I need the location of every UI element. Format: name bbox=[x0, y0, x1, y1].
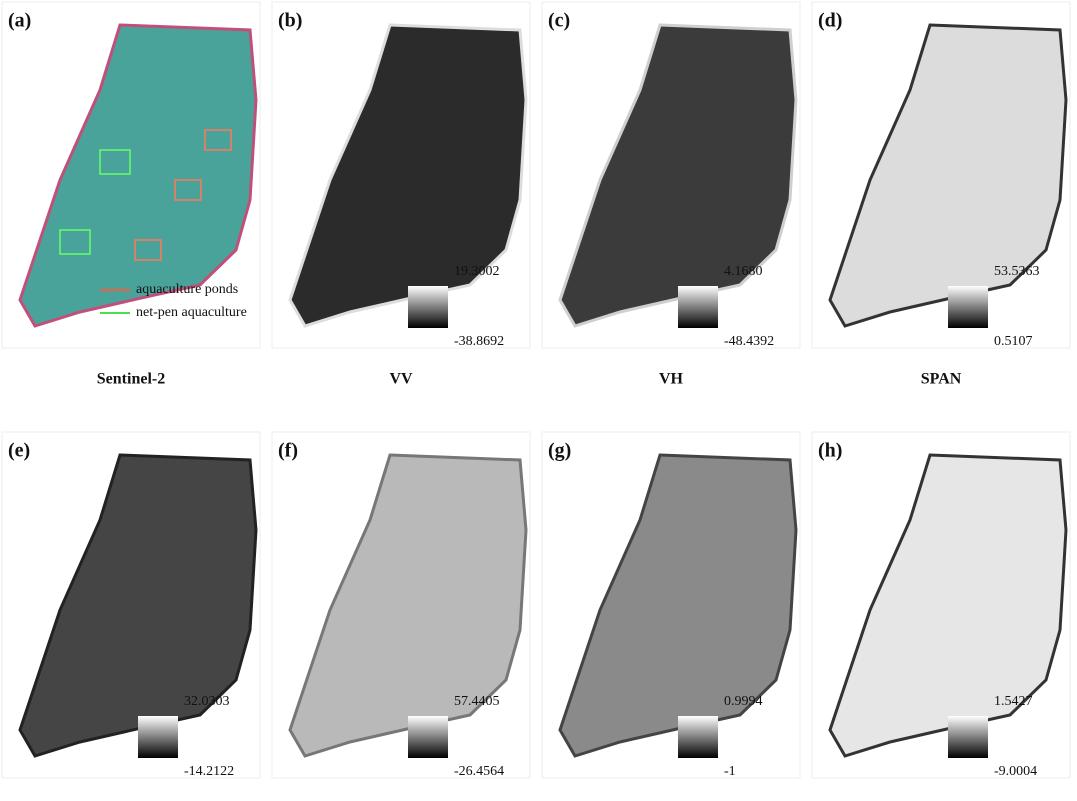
panel-letter: (a) bbox=[8, 10, 31, 32]
ramp-min: -9.0004 bbox=[994, 764, 1037, 779]
panel-letter: (e) bbox=[8, 440, 30, 462]
ramp-min: -14.2122 bbox=[184, 764, 234, 779]
panel-caption: SPAN bbox=[921, 371, 962, 388]
ramp-max: 4.1680 bbox=[724, 264, 763, 279]
map-image bbox=[290, 25, 526, 326]
panel: (h)SDWI1.5427-9.0004 bbox=[812, 432, 1070, 801]
map-image bbox=[560, 25, 796, 326]
panel-letter: (f) bbox=[278, 440, 298, 462]
panel-caption: Sentinel-2 bbox=[97, 371, 165, 388]
panel: (c) VH 4.1680 -48.4392 bbox=[542, 2, 800, 388]
ramp-min: -48.4392 bbox=[724, 334, 774, 349]
ramp-min: 0.5107 bbox=[994, 334, 1033, 349]
panel-letter: (b) bbox=[278, 10, 302, 32]
map-image bbox=[830, 25, 1066, 326]
panel-caption: VH bbox=[659, 371, 684, 388]
panel: (a) Sentinel-2 aquaculture ponds net-pen aq… bbox=[2, 2, 260, 388]
color-ramp bbox=[678, 286, 718, 328]
ramp-min: -1 bbox=[724, 764, 736, 779]
color-ramp bbox=[678, 716, 718, 758]
ramp-max: 32.0303 bbox=[184, 694, 230, 709]
panel: (g)SDI0.9994-1 bbox=[542, 432, 800, 801]
panel: (b) VV 19.3002 -38.8692 bbox=[272, 2, 530, 388]
map-image bbox=[290, 455, 526, 756]
ramp-max: 1.5427 bbox=[994, 694, 1033, 709]
panel-letter: (h) bbox=[818, 440, 842, 462]
panel: (e)NDI32.0303-14.2122 bbox=[2, 432, 260, 801]
map-image bbox=[560, 455, 796, 756]
panel: (d) SPAN 53.5363 0.5107 bbox=[812, 2, 1070, 388]
legend-label: net-pen aquaculture bbox=[136, 305, 247, 320]
color-ramp bbox=[948, 716, 988, 758]
panel-letter: (g) bbox=[548, 440, 571, 462]
panel: (f)Ratio57.4405-26.4564 bbox=[272, 432, 530, 801]
ramp-min: -26.4564 bbox=[454, 764, 504, 779]
ramp-max: 57.4405 bbox=[454, 694, 500, 709]
ramp-max: 19.3002 bbox=[454, 264, 500, 279]
color-ramp bbox=[948, 286, 988, 328]
page: (a) Sentinel-2 aquaculture ponds net-pen aq… bbox=[0, 0, 1077, 801]
figure: (a) Sentinel-2 aquaculture ponds net-pen aq… bbox=[0, 0, 1077, 801]
ramp-max: 53.5363 bbox=[994, 264, 1040, 279]
map-image bbox=[20, 25, 256, 326]
panel-letter: (d) bbox=[818, 10, 842, 32]
color-ramp bbox=[408, 286, 448, 328]
color-ramp bbox=[408, 716, 448, 758]
color-ramp bbox=[138, 716, 178, 758]
legend-label: aquaculture ponds bbox=[136, 282, 238, 297]
map-image bbox=[830, 455, 1066, 756]
panel-letter: (c) bbox=[548, 10, 570, 32]
map-image bbox=[20, 455, 256, 756]
ramp-max: 0.9994 bbox=[724, 694, 763, 709]
panel-caption: VV bbox=[389, 371, 413, 388]
ramp-min: -38.8692 bbox=[454, 334, 504, 349]
